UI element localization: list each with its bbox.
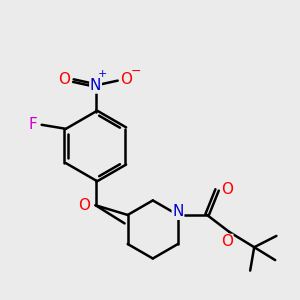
Text: O: O	[58, 71, 70, 86]
Text: O: O	[221, 235, 233, 250]
Text: −: −	[131, 65, 142, 78]
Text: O: O	[221, 182, 233, 197]
Text: +: +	[98, 69, 107, 79]
Text: N: N	[172, 204, 184, 219]
Text: O: O	[78, 198, 90, 213]
Text: N: N	[90, 78, 101, 93]
Text: F: F	[28, 117, 37, 132]
Text: O: O	[121, 71, 133, 86]
